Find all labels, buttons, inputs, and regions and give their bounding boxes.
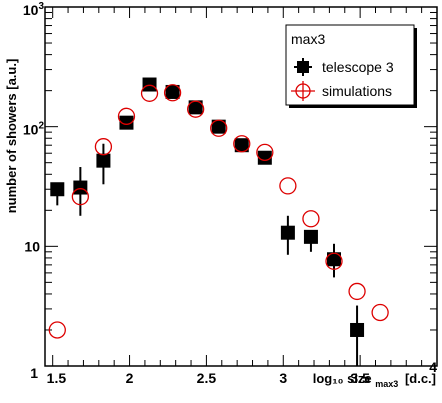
legend-title: max3	[291, 31, 325, 47]
x-axis-title: log₁₀ size max3 [d.c.]	[313, 371, 436, 390]
simulation-point	[48, 321, 66, 339]
simulation-point	[94, 138, 113, 156]
x-tick-label: 2	[126, 370, 134, 386]
simulation-point	[163, 84, 182, 102]
x-axis-title-subscript: max3	[375, 379, 398, 389]
telescope-point	[142, 77, 157, 92]
legend-telescope-label: telescope 3	[322, 59, 394, 75]
simulation-point	[302, 210, 320, 228]
legend-shadow-bottom	[289, 105, 417, 108]
data-marks	[48, 77, 389, 366]
legend-telescope-symbol	[294, 58, 312, 76]
legend-simulations-symbol	[291, 81, 315, 101]
telescope-point	[327, 252, 342, 267]
y-tick-label: 1	[30, 365, 38, 381]
simulation-point	[233, 135, 251, 153]
x-tick-label: 3	[279, 370, 287, 386]
simulation-point	[348, 282, 366, 301]
simulation-point	[71, 188, 90, 206]
simulation-point	[140, 84, 159, 102]
simulation-point	[279, 177, 297, 195]
telescope-point	[50, 182, 65, 197]
legend: max3 telescope 3 simulations	[285, 24, 417, 108]
x-tick-label: 2.5	[197, 370, 217, 386]
simulation-point	[187, 100, 205, 118]
x-axis-title-unit: [d.c.]	[405, 371, 436, 386]
telescope-point	[303, 229, 318, 244]
x-axis-title-main: log₁₀ size	[313, 371, 372, 386]
simulation-point	[117, 107, 136, 125]
telescope-point	[96, 153, 111, 168]
telescope-point	[280, 225, 295, 240]
axis-tick-labels: 1.5 2 2.5 3 3.5 4 1 10 102 103	[23, 1, 437, 386]
telescope-point	[119, 115, 134, 130]
telescope-point	[234, 138, 249, 153]
telescope-point	[211, 119, 226, 134]
telescope-point	[188, 100, 203, 115]
x-tick-label: 1.5	[47, 370, 67, 386]
y-tick-label: 102	[23, 121, 45, 138]
legend-simulations-label: simulations	[322, 83, 392, 99]
telescope-point	[257, 150, 272, 165]
simulation-point	[371, 303, 389, 322]
x-tick-label: 3.5	[350, 370, 370, 386]
y-tick-label: 10	[24, 238, 40, 254]
y-axis-title: number of showers [a.u.]	[4, 59, 19, 214]
simulation-point	[325, 252, 343, 270]
telescope-point	[73, 180, 88, 195]
simulation-point	[210, 119, 228, 137]
y-tick-label: 103	[23, 1, 45, 18]
legend-shadow	[414, 28, 417, 108]
axis-ticks	[45, 7, 438, 367]
plot-frame	[44, 6, 438, 367]
simulation-point	[256, 143, 274, 162]
x-tick-label: 4	[429, 359, 437, 375]
telescope-point	[350, 322, 365, 337]
telescope-point	[165, 84, 180, 99]
